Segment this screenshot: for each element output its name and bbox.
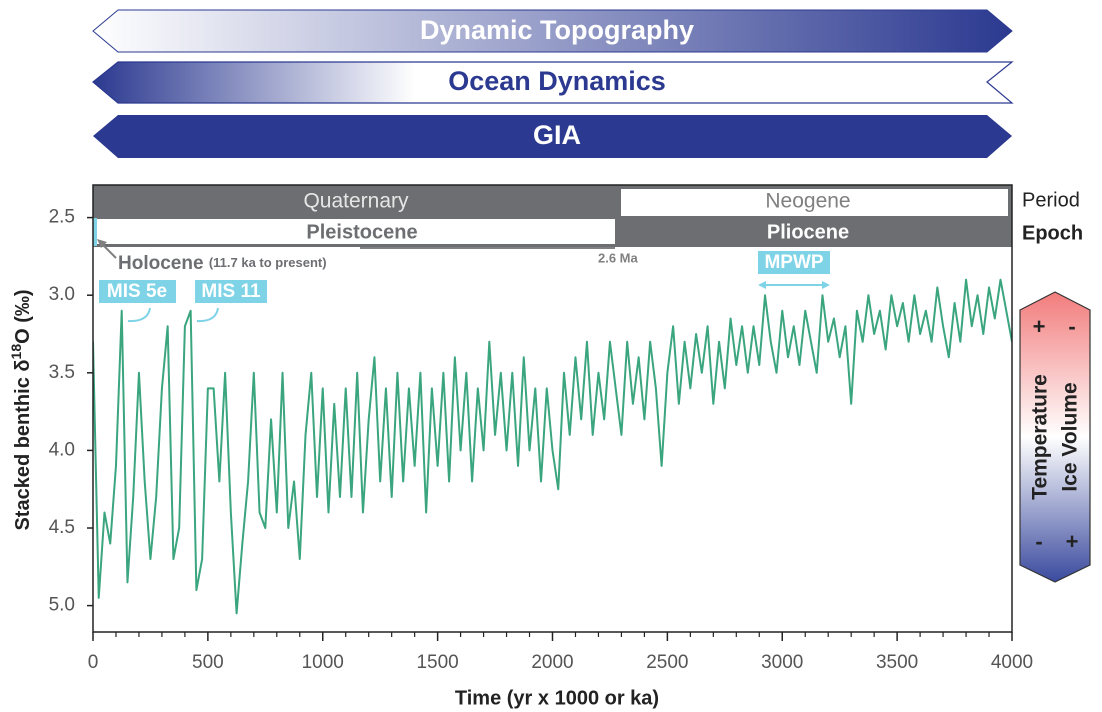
y-label-sup: 18 [8, 344, 24, 360]
y-tick-label: 2.5 [49, 207, 75, 228]
label-box [758, 251, 830, 274]
holocene-label: Holocene (11.7 ka to present) [118, 253, 327, 274]
pointer-curve [196, 307, 219, 323]
x-tick-label: 2500 [646, 652, 688, 673]
y-tick-label: 5.0 [49, 595, 75, 616]
y-tick-label: 4.5 [49, 517, 75, 538]
boundary-label: 2.6 Ma [598, 250, 639, 265]
holocene-box [93, 218, 97, 246]
plot-frame [92, 184, 1013, 633]
x-tick-label: 1500 [416, 652, 458, 673]
x-tick-label: 2000 [531, 652, 573, 673]
mis11-label: MIS 11 [201, 281, 261, 302]
x-axis-label: Time (yr x 1000 or ka) [455, 687, 659, 709]
mis5e-label: MIS 5e [107, 281, 167, 302]
period-box [621, 189, 1008, 216]
x-tick-label: 4000 [991, 652, 1033, 673]
epoch-label: Pliocene [767, 221, 849, 243]
holocene-range: (11.7 ka to present) [209, 255, 327, 270]
period-label: Quaternary [303, 190, 409, 213]
pointer-curve [127, 307, 151, 323]
key-sign: - [1068, 314, 1075, 339]
arrow-label: Ocean Dynamics [448, 66, 666, 96]
y-label-tail: O (‰) [12, 289, 34, 343]
key-label: Temperature [1029, 374, 1052, 500]
key-sign: + [1066, 529, 1079, 554]
period-heading: Period [1022, 189, 1080, 211]
arrow-band [93, 115, 1012, 158]
label-box [195, 280, 267, 303]
x-tick-label: 3000 [761, 652, 803, 673]
arrow-head [822, 281, 830, 289]
pointer-head [97, 239, 107, 248]
proxy-key [1019, 291, 1091, 583]
label-box [99, 280, 176, 303]
x-tick-label: 500 [192, 652, 224, 673]
epoch-box [97, 219, 615, 244]
epoch-label: Pleistocene [306, 221, 417, 243]
epoch-heading: Epoch [1022, 222, 1083, 244]
y-label-text: Stacked benthic δ [12, 359, 34, 530]
x-tick-label: 1000 [302, 652, 344, 673]
holocene-name: Holocene [118, 253, 204, 274]
key-sign: - [1035, 529, 1042, 554]
y-tick-label: 3.5 [49, 362, 75, 383]
y-tick-label: 4.0 [49, 439, 75, 460]
arrow-label: Dynamic Topography [420, 15, 694, 45]
key-label: Ice Volume [1059, 382, 1082, 491]
arrow-band [92, 61, 1014, 104]
period-label: Neogene [765, 190, 850, 213]
x-tick-label: 0 [88, 652, 99, 673]
key-sign: + [1033, 314, 1046, 339]
x-tick-label: 3500 [876, 652, 918, 673]
mpwp-label: MPWP [764, 252, 823, 273]
arrow-band [92, 9, 1013, 53]
arrow-label: GIA [533, 120, 581, 150]
y-axis-label: Stacked benthic δ18O (‰) [8, 289, 35, 530]
plot-area [93, 278, 1012, 615]
data-line [93, 278, 1012, 615]
y-tick-label: 3.0 [49, 284, 75, 305]
arrow-head [758, 281, 766, 289]
